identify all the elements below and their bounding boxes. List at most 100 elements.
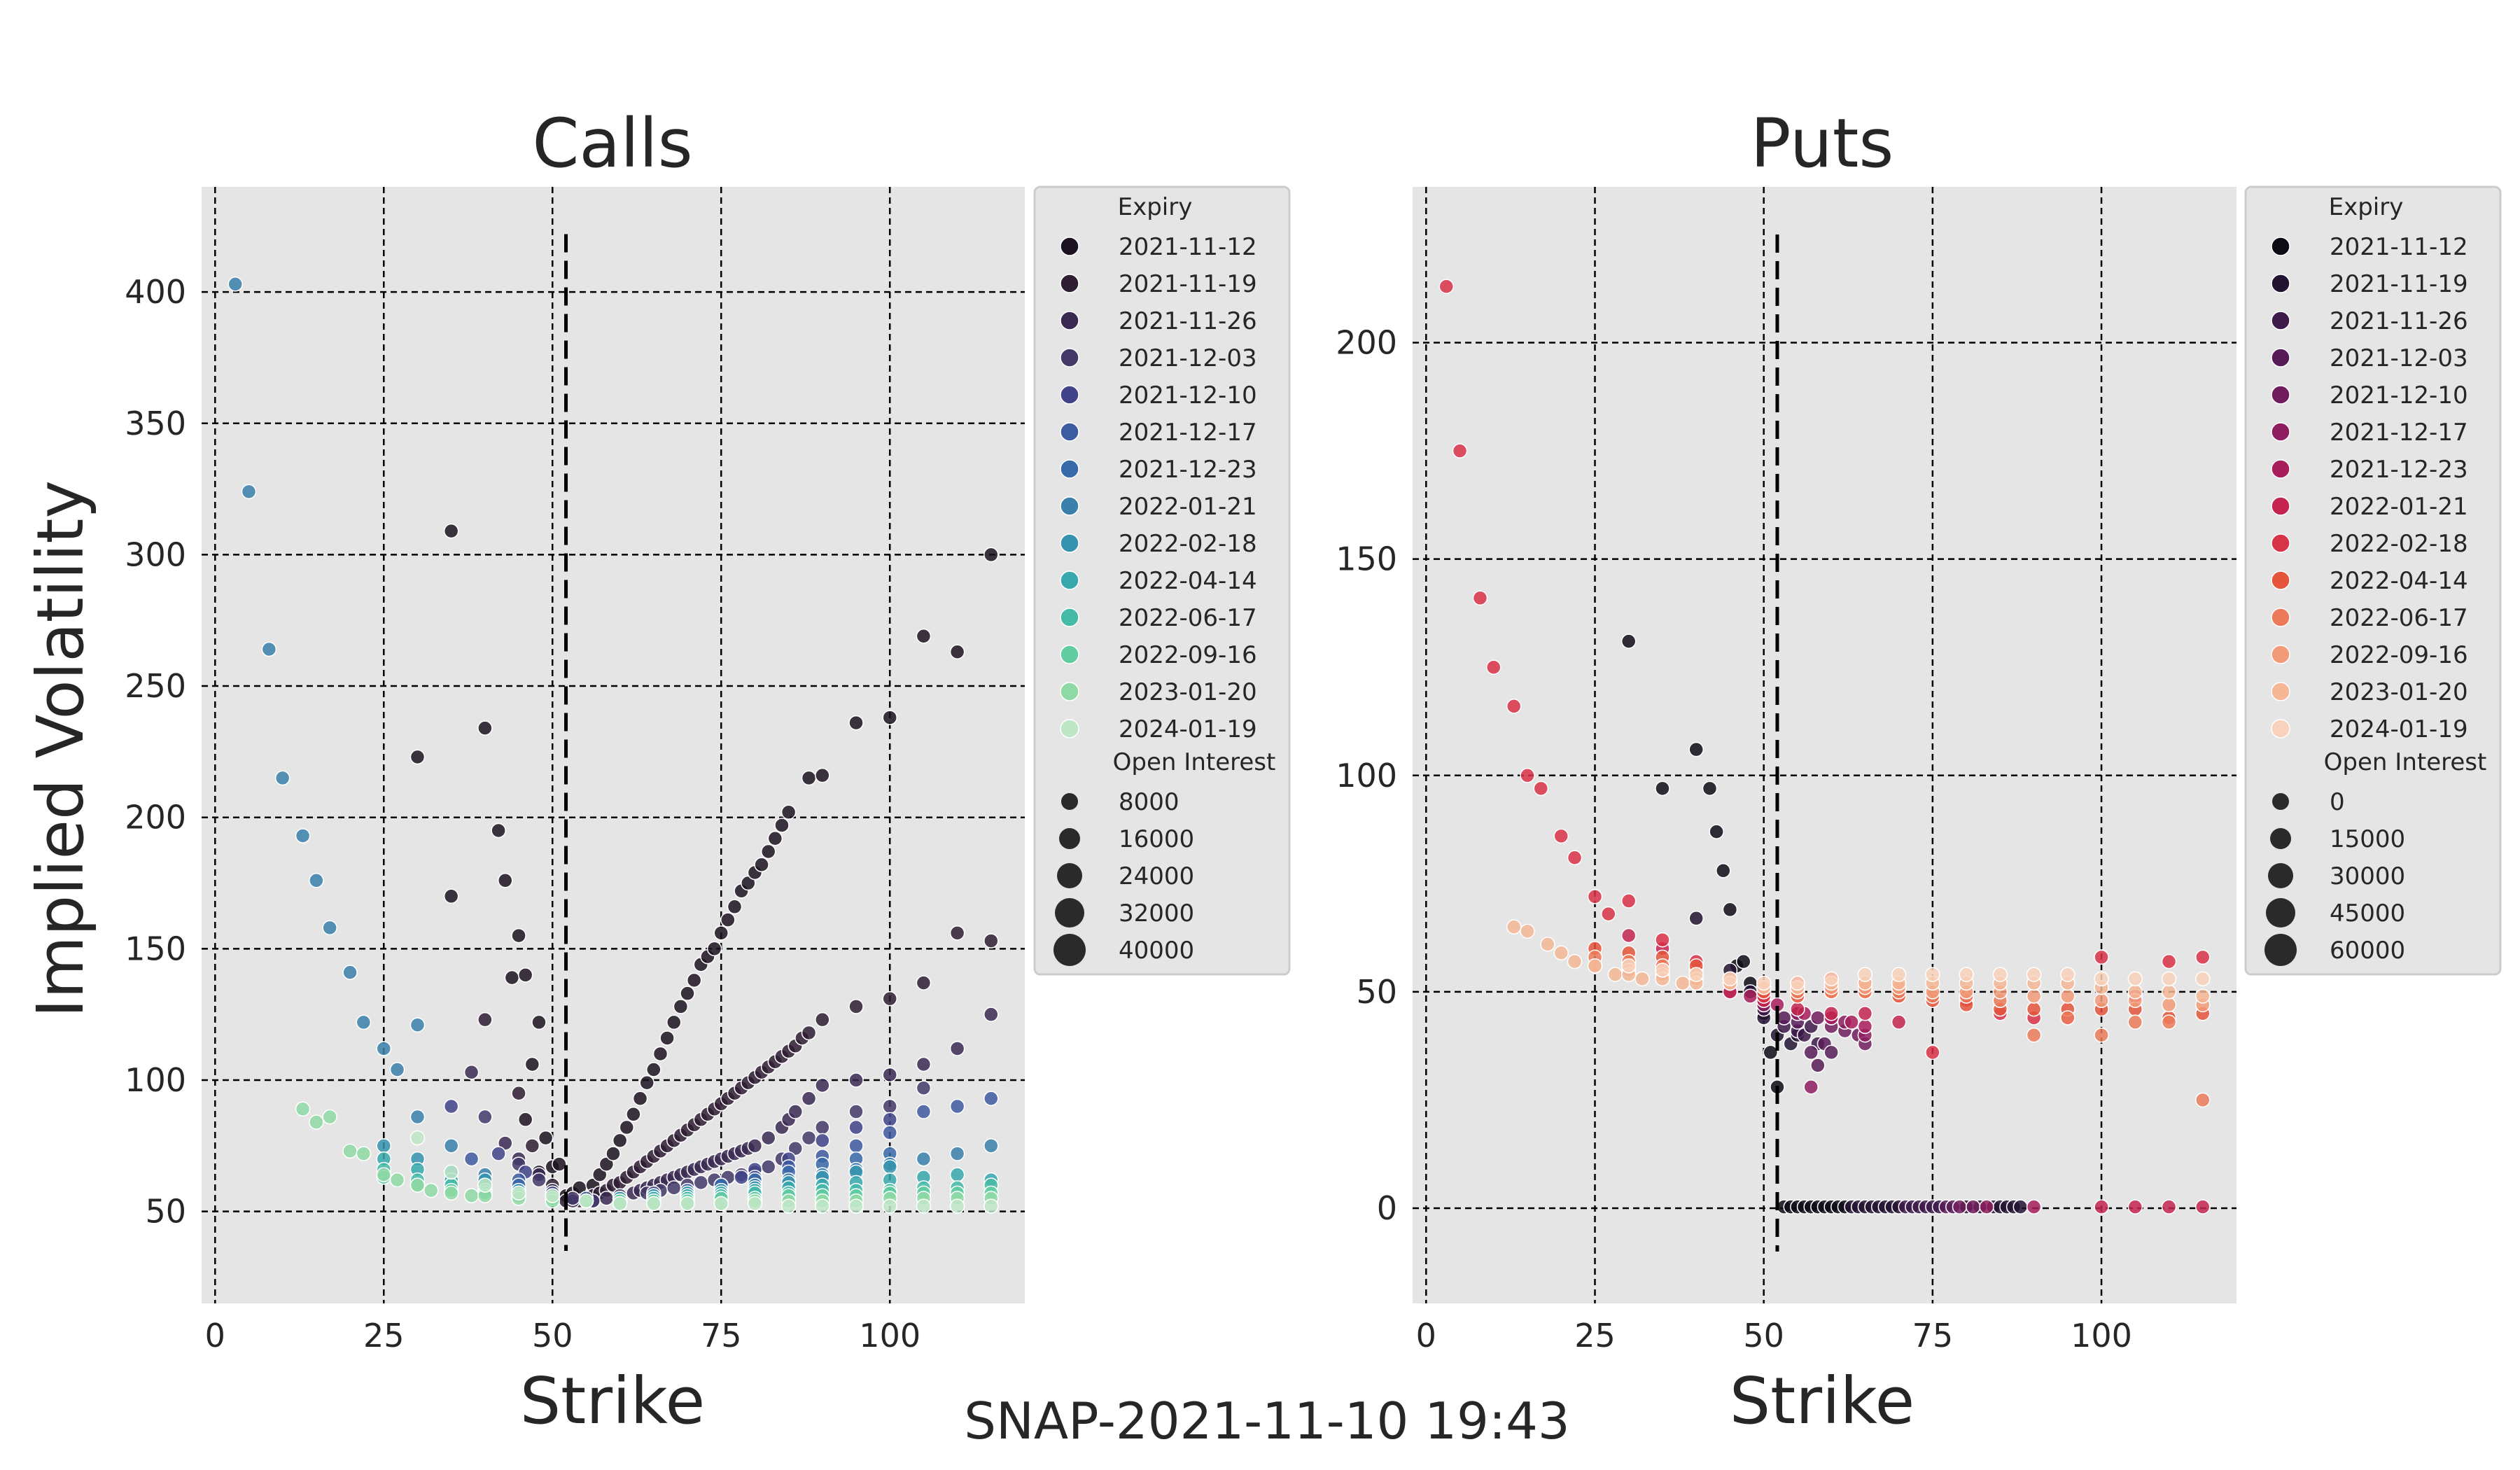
puts-legend-swatch	[2271, 274, 2290, 293]
calls-data-point	[545, 1188, 560, 1203]
calls-data-point	[882, 990, 897, 1007]
puts-data-point	[2094, 993, 2109, 1008]
calls-legend-entry: 2022-09-16	[1119, 641, 1257, 669]
puts-data-point	[1857, 1006, 1873, 1021]
puts-data-point	[1735, 953, 1751, 969]
calls-data-point	[801, 1091, 817, 1107]
calls-data-point	[916, 1151, 932, 1167]
calls-xtick-label: 50	[532, 1317, 573, 1354]
puts-data-point	[2026, 1199, 2042, 1214]
calls-legend-swatch	[1060, 719, 1079, 738]
puts-data-point	[1655, 932, 1670, 948]
calls-data-point	[309, 873, 324, 888]
puts-legend-entry: 2021-11-26	[2330, 307, 2468, 335]
puts-data-point	[1601, 906, 1616, 922]
calls-data-point	[949, 644, 965, 660]
puts-data-point	[2026, 988, 2042, 1004]
puts-data-point	[1520, 768, 1535, 783]
puts-data-point	[1722, 971, 1738, 987]
calls-data-point	[261, 641, 277, 657]
calls-data-point	[491, 1146, 506, 1161]
puts-data-point	[2060, 988, 2076, 1004]
calls-data-point	[376, 1041, 392, 1056]
calls-data-point	[848, 1119, 864, 1135]
calls-data-point	[916, 1198, 932, 1214]
calls-legend-size-label: 16000	[1119, 825, 1194, 853]
calls-data-point	[598, 1191, 615, 1206]
calls-data-point	[463, 1151, 479, 1167]
puts-data-point	[1857, 1018, 1873, 1035]
calls-data-point	[760, 844, 776, 860]
calls-data-point	[882, 1198, 897, 1214]
calls-data-point	[801, 1130, 817, 1146]
puts-data-point	[1655, 780, 1670, 797]
puts-legend-entry: 2021-11-12	[2330, 233, 2468, 261]
calls-data-point	[673, 999, 689, 1014]
calls-data-point	[848, 1198, 864, 1214]
puts-data-point	[1688, 741, 1704, 757]
calls-data-point	[983, 1198, 999, 1214]
calls-data-point	[916, 975, 932, 990]
calls-legend-size-label: 8000	[1119, 788, 1180, 816]
calls-ytick-label: 50	[145, 1193, 186, 1231]
calls-data-point	[376, 1138, 392, 1154]
calls-xtick-label: 0	[205, 1317, 225, 1354]
calls-data-point	[538, 1130, 554, 1146]
puts-data-point	[1607, 967, 1623, 982]
calls-data-point	[552, 1156, 567, 1172]
calls-data-point	[680, 986, 695, 1001]
puts-ytick-label: 200	[1336, 324, 1397, 362]
calls-data-point	[882, 1067, 897, 1083]
calls-legend-size-label: 32000	[1119, 899, 1194, 927]
calls-data-point	[389, 1062, 405, 1077]
figure-suptitle: SNAP-2021-11-10 19:43	[964, 1392, 1569, 1450]
calls-data-point	[727, 899, 743, 915]
puts-data-point	[2195, 971, 2211, 987]
puts-data-point	[1553, 828, 1569, 844]
calls-data-point	[524, 1056, 540, 1072]
calls-data-point	[227, 276, 243, 292]
puts-data-point	[2127, 971, 2143, 987]
calls-legend-entry: 2022-01-21	[1119, 493, 1257, 521]
calls-data-point	[882, 1112, 897, 1128]
calls-data-point	[916, 1080, 932, 1096]
calls-legend-entry: 2021-11-19	[1119, 270, 1257, 298]
calls-legend-size-marker	[1054, 934, 1086, 966]
calls-data-point	[916, 1104, 932, 1119]
puts-legend-entry: 2024-01-19	[2330, 715, 2468, 743]
calls-data-point	[511, 1185, 526, 1201]
calls-data-point	[666, 1180, 682, 1196]
puts-legend-size-marker	[2264, 934, 2297, 966]
puts-legend-entry: 2021-12-10	[2330, 382, 2468, 410]
calls-data-point	[983, 1138, 999, 1154]
calls-legend-entry: 2021-12-10	[1119, 382, 1257, 410]
calls-ytick-label: 400	[125, 273, 186, 311]
calls-legend-entry: 2021-11-12	[1119, 233, 1257, 261]
calls-data-point	[639, 1075, 654, 1091]
puts-data-point	[1620, 893, 1637, 909]
puts-panel: 0 25 50 75 100 0 50 100 150 200 Puts Strike Expir…	[1336, 104, 2502, 1438]
puts-data-point	[2026, 1001, 2042, 1017]
calls-data-point	[720, 912, 736, 927]
calls-legend-entry: 2024-01-19	[1119, 715, 1257, 743]
calls-data-point	[760, 1159, 776, 1175]
calls-legend-swatch	[1060, 645, 1079, 664]
calls-legend-size-label: 24000	[1119, 862, 1194, 890]
calls-data-point	[356, 1146, 372, 1161]
calls-data-point	[531, 1172, 547, 1188]
calls-legend-entry: 2023-01-20	[1119, 678, 1257, 706]
calls-data-point	[780, 1198, 797, 1214]
calls-xtick-label: 100	[859, 1317, 920, 1354]
calls-data-point	[747, 1196, 763, 1212]
calls-data-point	[652, 1046, 668, 1062]
calls-ytick-label: 300	[125, 536, 186, 573]
calls-ytick-label: 150	[125, 930, 186, 967]
calls-data-point	[356, 1014, 372, 1030]
calls-data-point	[612, 1196, 628, 1212]
calls-data-point	[578, 1193, 594, 1209]
calls-legend-size-marker	[1057, 863, 1082, 888]
puts-xtick-label: 50	[1743, 1317, 1784, 1354]
puts-data-point	[1540, 937, 1555, 952]
puts-legend-swatch	[2271, 533, 2290, 553]
